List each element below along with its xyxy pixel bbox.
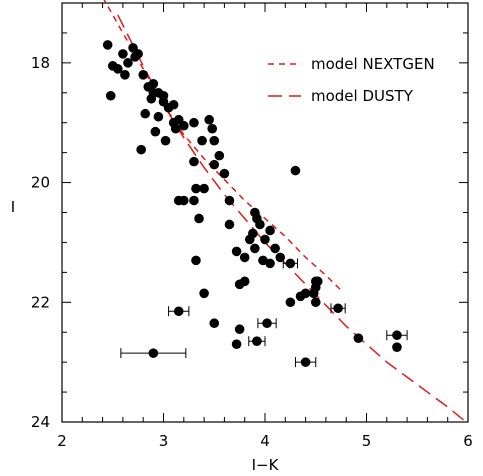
data-point (310, 297, 321, 308)
data-point (392, 330, 402, 341)
y-tick-label: 24 (31, 413, 50, 431)
data-point (150, 126, 161, 137)
x-tick-label: 5 (362, 432, 372, 450)
data-point (333, 303, 343, 314)
legend: model NEXTGEN model DUSTY (268, 55, 435, 105)
data-point (120, 70, 130, 80)
data-point (312, 276, 323, 287)
data-point (239, 276, 250, 287)
data-point (231, 246, 242, 257)
data-point (194, 213, 204, 224)
data-point (224, 219, 235, 230)
data-point (308, 288, 319, 299)
data-point (255, 219, 265, 230)
data-point (250, 243, 260, 254)
data-point (199, 288, 209, 299)
data-point (353, 333, 364, 344)
data-point (158, 90, 169, 101)
data-point (231, 339, 242, 349)
data-point (113, 64, 123, 74)
data-point (265, 225, 275, 236)
data-point (173, 306, 184, 317)
y-tick-label: 20 (31, 174, 50, 192)
data-point (189, 156, 199, 167)
y-tick-label: 22 (31, 293, 50, 311)
data-point (234, 324, 245, 335)
data-point (179, 120, 189, 131)
data-point (105, 90, 116, 101)
legend-label: model NEXTGEN (311, 55, 435, 73)
data-point (191, 183, 201, 194)
model-line (117, 14, 467, 423)
data-point (214, 150, 225, 161)
data-point (102, 40, 113, 50)
data-point (209, 135, 220, 146)
axis-ticks: 2 3 4 5 6 18 20 22 24 (31, 2, 473, 450)
data-point (173, 195, 184, 206)
data-point (219, 168, 230, 179)
data-point (270, 243, 280, 254)
data-point (209, 318, 220, 329)
data-point (262, 318, 272, 329)
data-point (204, 114, 214, 125)
model-line (103, 0, 342, 291)
data-point (148, 79, 159, 89)
data-point (209, 159, 220, 170)
data-point (197, 135, 207, 146)
x-tick-label: 6 (463, 432, 473, 450)
data-point (148, 348, 159, 358)
data-point (300, 288, 311, 299)
model-lines (103, 0, 467, 423)
x-axis-label: I−K (252, 456, 280, 474)
data-point (170, 123, 181, 134)
data-point (136, 144, 146, 155)
data-point (285, 297, 296, 308)
data-point (265, 258, 275, 269)
data-point (248, 228, 258, 239)
data-point (118, 49, 128, 59)
data-point (138, 70, 148, 80)
data-point (153, 111, 164, 122)
data-point (160, 135, 171, 146)
data-point (133, 49, 143, 59)
y-tick-label: 18 (31, 54, 50, 72)
data-point (148, 87, 159, 98)
data-point (300, 357, 311, 367)
data-point (189, 117, 199, 128)
data-points (102, 40, 408, 368)
data-point (260, 234, 270, 245)
data-point (224, 195, 235, 206)
data-point (239, 252, 250, 263)
data-point (252, 336, 262, 346)
y-axis-label: I (11, 198, 15, 216)
data-point (191, 255, 201, 266)
data-point (275, 252, 286, 263)
data-point (392, 342, 402, 352)
data-point (123, 58, 133, 68)
data-point (140, 108, 151, 119)
data-point (189, 195, 199, 206)
data-point (168, 99, 179, 110)
x-tick-label: 3 (159, 432, 169, 450)
legend-label: model DUSTY (311, 87, 414, 105)
data-point (285, 258, 296, 269)
x-tick-label: 4 (260, 432, 270, 450)
data-point (290, 165, 301, 176)
x-tick-label: 2 (57, 432, 67, 450)
data-point (199, 183, 209, 194)
data-point (207, 123, 218, 134)
